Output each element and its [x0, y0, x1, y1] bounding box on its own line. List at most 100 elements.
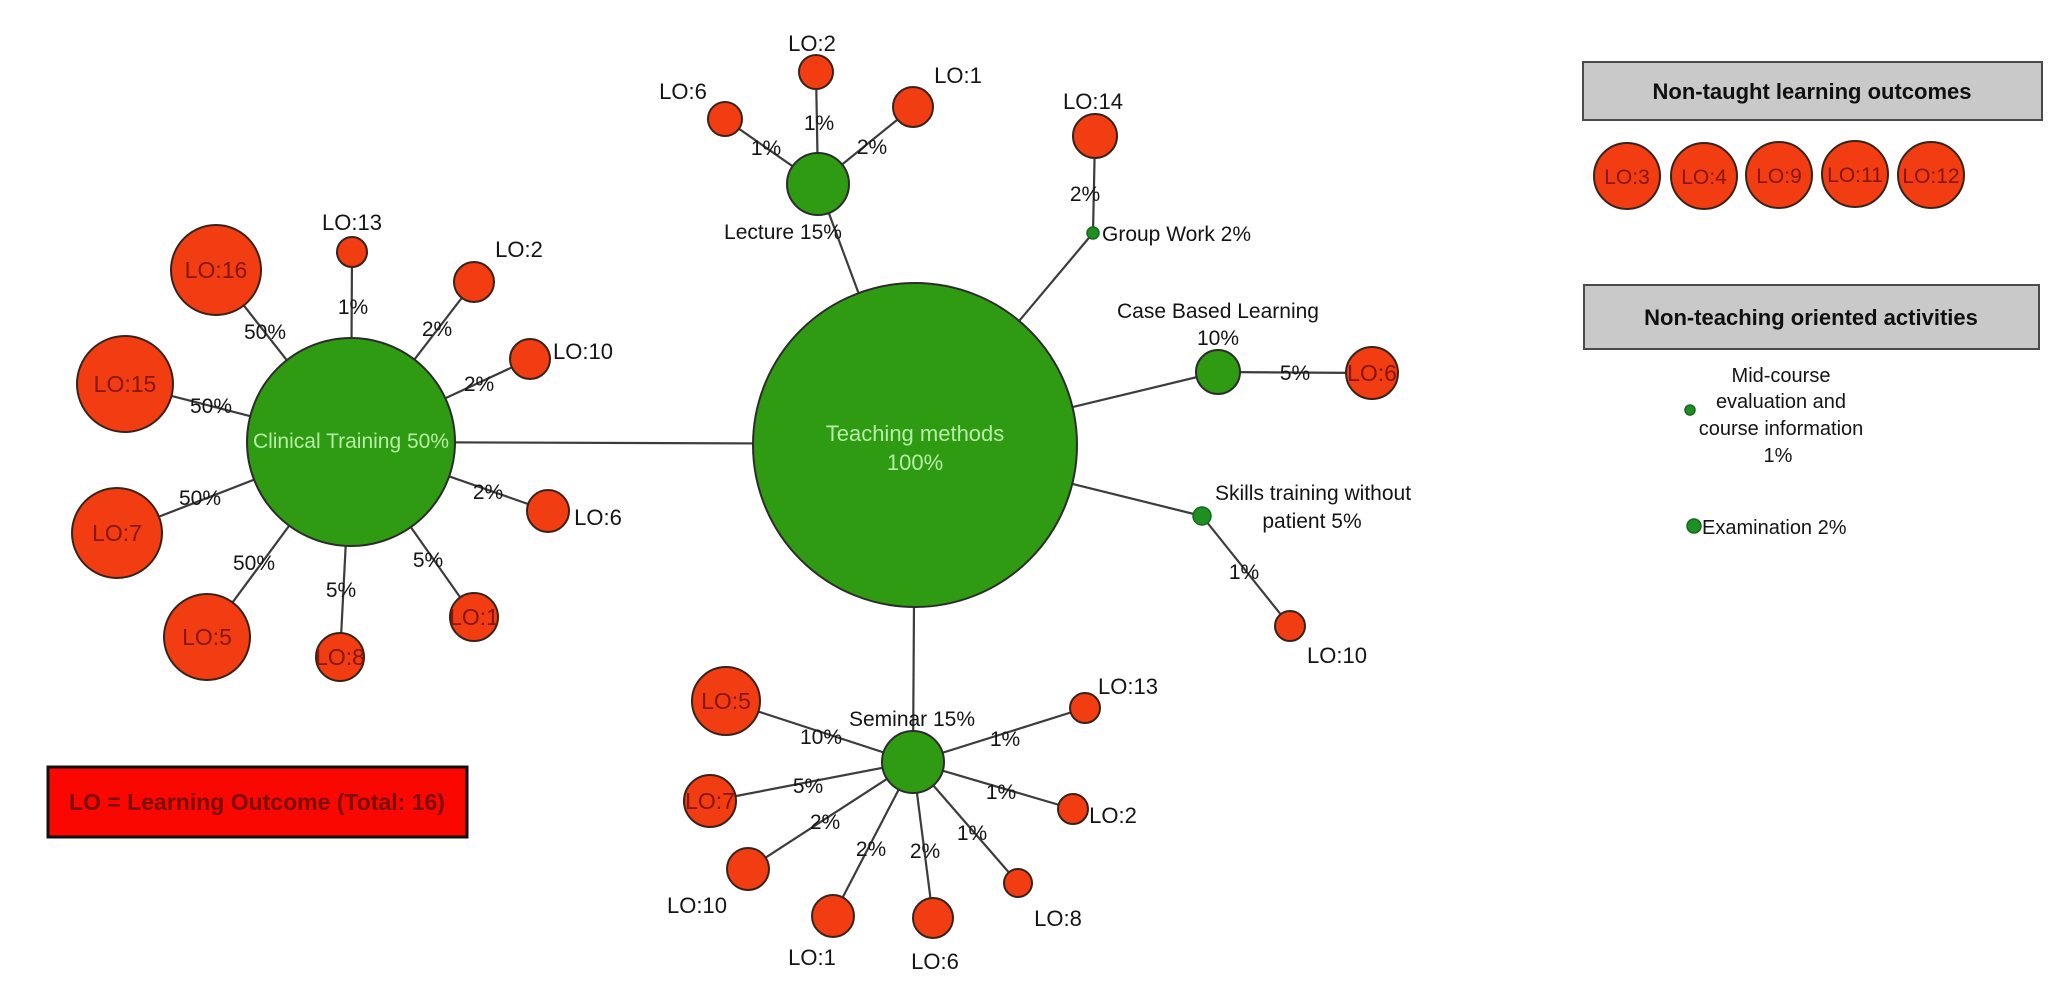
node-lo8-clinical-label: LO:8 — [315, 644, 365, 670]
skills-training-label-line2: patient 5% — [1262, 510, 1361, 533]
skills-training-label-line1: Skills training without — [1215, 482, 1411, 505]
examination-dot — [1686, 518, 1702, 534]
node-lo2-clinical-label: LO:2 — [495, 237, 543, 262]
node-lo10-clinical — [509, 338, 551, 380]
node-lo2-seminar — [1057, 793, 1089, 825]
node-lo6-seminar-label: LO:6 — [911, 949, 959, 974]
teaching-methods-label-line1: Teaching methods — [826, 421, 1005, 446]
legend-non-teaching-title: Non-teaching oriented activities — [1644, 305, 1978, 330]
cluster-lecture: Lecture 15% LO:6 1% LO:2 1% LO:1 2% — [659, 31, 982, 244]
group-work-dot — [1086, 226, 1100, 240]
node-lo8-seminar-label: LO:8 — [1034, 906, 1082, 931]
node-lo16-label: LO:16 — [185, 257, 248, 283]
node-lo7-seminar-label: LO:7 — [685, 788, 735, 814]
pct-clinical-lo10: 2% — [464, 373, 494, 396]
node-lo13-seminar — [1069, 692, 1101, 724]
node-lo6-seminar — [912, 897, 954, 939]
node-lo6-lecture-label: LO:6 — [659, 79, 707, 104]
node-lo1-seminar — [811, 894, 855, 938]
cluster-case-based-learning: Case Based Learning 10% LO:6 5% — [1117, 300, 1399, 400]
pct-seminar-lo7: 5% — [793, 775, 823, 798]
note-text: LO = Learning Outcome (Total: 16) — [69, 789, 445, 815]
pct-seminar-lo5: 10% — [800, 726, 842, 749]
clinical-training-circle — [246, 337, 456, 547]
seminar-label: Seminar 15% — [849, 708, 975, 731]
node-lo8-clinical — [315, 632, 365, 682]
mid-course-dot — [1684, 404, 1696, 416]
pct-seminar-lo1: 2% — [856, 838, 886, 861]
legend-node-lo11-label: LO:11 — [1827, 164, 1883, 187]
legend-node-lo9-label: LO:9 — [1756, 165, 1802, 188]
legend-node-lo4 — [1670, 142, 1738, 210]
mid-course-label-line2: evaluation and — [1716, 391, 1846, 413]
node-lo10-skills-label: LO:10 — [1307, 643, 1367, 668]
node-lo5-clinical — [163, 593, 251, 681]
legend-non-taught-title: Non-taught learning outcomes — [1653, 79, 1972, 104]
node-lo10-skills — [1274, 610, 1306, 642]
pct-clinical-lo1: 5% — [413, 549, 443, 572]
node-lo6-clinical-label: LO:6 — [574, 505, 622, 530]
examination-label: Examination 2% — [1702, 517, 1847, 539]
legend-non-taught: Non-taught learning outcomes LO:3 LO:4 L… — [1582, 61, 2043, 210]
node-lo15-label: LO:15 — [94, 371, 157, 397]
node-lo13 — [336, 236, 368, 268]
lecture-circle — [786, 152, 850, 216]
node-lo2-clinical — [453, 261, 495, 303]
pct-clinical-lo16: 50% — [244, 321, 286, 344]
legend-non-teaching-box — [1583, 284, 2040, 350]
node-lo14 — [1072, 113, 1118, 159]
node-lo16 — [170, 224, 262, 316]
pct-lecture-lo6: 1% — [751, 137, 781, 160]
node-lo7-clinical-label: LO:7 — [92, 520, 142, 546]
pct-lecture-lo2: 1% — [804, 112, 834, 135]
pct-seminar-lo13: 1% — [990, 728, 1020, 751]
teaching-methods-label-line2: 100% — [887, 450, 943, 475]
node-lo1-clinical — [449, 592, 499, 642]
node-lo6-casebased-label: LO:6 — [1347, 360, 1397, 386]
node-lo5-seminar — [691, 666, 761, 736]
pct-seminar-lo6: 2% — [910, 840, 940, 863]
pct-lecture-lo1: 2% — [857, 136, 887, 159]
node-lo14-label: LO:14 — [1063, 89, 1123, 114]
edge-skills-lo10 — [1201, 515, 1291, 627]
pct-skills-lo10: 1% — [1229, 561, 1259, 584]
node-lo7-clinical — [71, 487, 163, 579]
node-lo8-seminar — [1003, 868, 1033, 898]
edge-seminar-lo7 — [709, 760, 914, 803]
pct-clinical-lo5: 50% — [233, 552, 275, 575]
legend-node-lo12-label: LO:12 — [1902, 165, 1959, 188]
node-lo6-lecture — [707, 101, 743, 137]
group-work-label: Group Work 2% — [1102, 223, 1251, 246]
pct-clinical-lo6: 2% — [473, 481, 503, 504]
pct-clinical-lo2: 2% — [422, 318, 452, 341]
node-lo10-seminar — [726, 847, 770, 891]
mid-course-label-line3: course information — [1699, 418, 1864, 440]
cluster-seminar: Seminar 15% LO:5 10% LO:7 5% LO:10 2% LO… — [667, 666, 1158, 974]
pct-seminar-lo2: 1% — [986, 781, 1016, 804]
node-lo1-lecture — [892, 86, 934, 128]
pct-groupwork-lo14: 2% — [1070, 183, 1100, 206]
node-lo15 — [76, 335, 174, 433]
note-box-group: LO = Learning Outcome (Total: 16) — [46, 765, 469, 839]
legend-node-lo4-label: LO:4 — [1681, 166, 1727, 189]
pct-casebased-lo6: 5% — [1280, 362, 1310, 385]
legend-node-lo9 — [1745, 141, 1813, 209]
node-lo5-clinical-label: LO:5 — [182, 624, 232, 650]
legend-node-lo3 — [1593, 142, 1661, 210]
cluster-group-work: Group Work 2% LO:14 2% — [1063, 89, 1251, 246]
legend-node-lo3-label: LO:3 — [1604, 166, 1650, 189]
pct-seminar-lo8: 1% — [957, 822, 987, 845]
root-node-teaching-methods: Teaching methods 100% — [752, 282, 1078, 608]
node-lo13-seminar-label: LO:13 — [1098, 674, 1158, 699]
pct-clinical-lo8: 5% — [326, 579, 356, 602]
cluster-skills-training: Skills training without patient 5% LO:10… — [1192, 482, 1411, 668]
cluster-clinical-training: Clinical Training 50% LO:16 50% LO:13 1%… — [71, 210, 622, 682]
edge-seminar-lo10 — [747, 761, 914, 870]
clinical-training-label: Clinical Training 50% — [253, 430, 449, 453]
pct-clinical-lo15: 50% — [190, 395, 232, 418]
legend-non-taught-box — [1582, 61, 2043, 121]
case-based-circle — [1195, 349, 1241, 395]
legend-node-lo12 — [1897, 141, 1965, 209]
node-lo10-seminar-label: LO:10 — [667, 893, 727, 918]
